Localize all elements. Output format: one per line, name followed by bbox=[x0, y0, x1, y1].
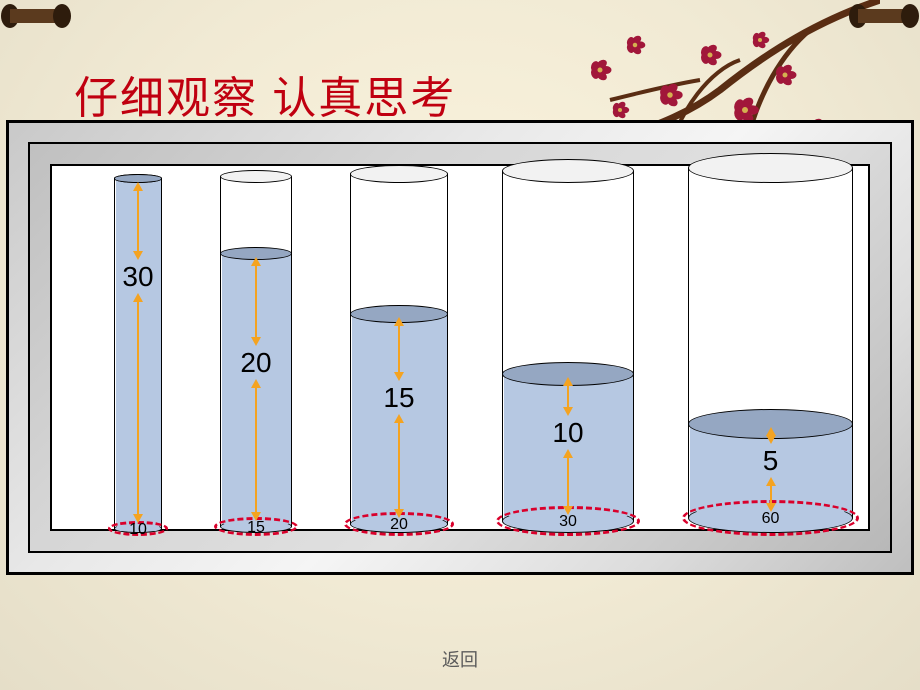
picture-frame: 3010201515201030560 bbox=[6, 120, 914, 575]
base-area-label: 30 bbox=[538, 513, 598, 531]
water-height-label: 15 bbox=[369, 382, 429, 414]
dimension-arrow-line bbox=[255, 386, 257, 515]
return-link[interactable]: 返回 bbox=[0, 646, 920, 672]
water-height-label: 10 bbox=[538, 417, 598, 449]
base-area-label: 15 bbox=[226, 519, 286, 537]
cylinder-top-rim bbox=[688, 153, 853, 183]
cylinder: 2015 bbox=[220, 170, 292, 533]
cylinder: 10 30 bbox=[502, 159, 634, 533]
water-height-label: 30 bbox=[108, 261, 168, 293]
dimension-arrow-head bbox=[563, 407, 573, 416]
dimension-arrow-line bbox=[137, 300, 139, 517]
dimension-arrow-head bbox=[766, 427, 776, 436]
cylinder: 5 60 bbox=[688, 153, 853, 533]
base-area-label: 10 bbox=[108, 521, 168, 539]
dimension-arrow-head bbox=[766, 477, 776, 486]
water-height-label: 20 bbox=[226, 347, 286, 379]
dimension-arrow-head bbox=[251, 257, 261, 266]
dimension-arrow-line bbox=[255, 264, 257, 340]
dimension-arrow-head bbox=[394, 317, 404, 326]
dimension-arrow-head bbox=[394, 414, 404, 423]
cylinder-top-rim bbox=[502, 159, 634, 183]
dimension-arrow-head bbox=[133, 293, 143, 302]
frame-inner-panel: 3010201515201030560 bbox=[50, 164, 870, 531]
water-height-label: 5 bbox=[741, 445, 801, 477]
dimension-arrow-line bbox=[398, 324, 400, 375]
dimension-arrow-line bbox=[398, 421, 400, 512]
base-area-label: 20 bbox=[369, 516, 429, 534]
cylinders-group: 3010201515201030560 bbox=[52, 166, 868, 529]
cylinder-top-rim bbox=[220, 170, 292, 183]
base-area-label: 60 bbox=[741, 510, 801, 528]
scroll-ornament-right bbox=[848, 0, 920, 32]
dimension-arrow-line bbox=[137, 189, 139, 254]
dimension-arrow-head bbox=[133, 182, 143, 191]
dimension-arrow-line bbox=[567, 456, 569, 509]
dimension-arrow-head bbox=[251, 337, 261, 346]
dimension-arrow-head bbox=[563, 449, 573, 458]
slide-title: 仔细观察 认真思考 bbox=[74, 62, 456, 126]
slide-canvas: 仔细观察 认真思考 3010201515201030560 返回 bbox=[0, 0, 920, 690]
dimension-arrow-head bbox=[766, 435, 776, 444]
scroll-ornament-left bbox=[0, 0, 72, 32]
cylinder: 3010 bbox=[114, 174, 162, 533]
cylinder: 1520 bbox=[350, 165, 448, 533]
dimension-arrow-head bbox=[563, 377, 573, 386]
dimension-arrow-head bbox=[251, 379, 261, 388]
dimension-arrow-head bbox=[394, 372, 404, 381]
dimension-arrow-head bbox=[133, 251, 143, 260]
cylinder-top-rim bbox=[350, 165, 448, 183]
